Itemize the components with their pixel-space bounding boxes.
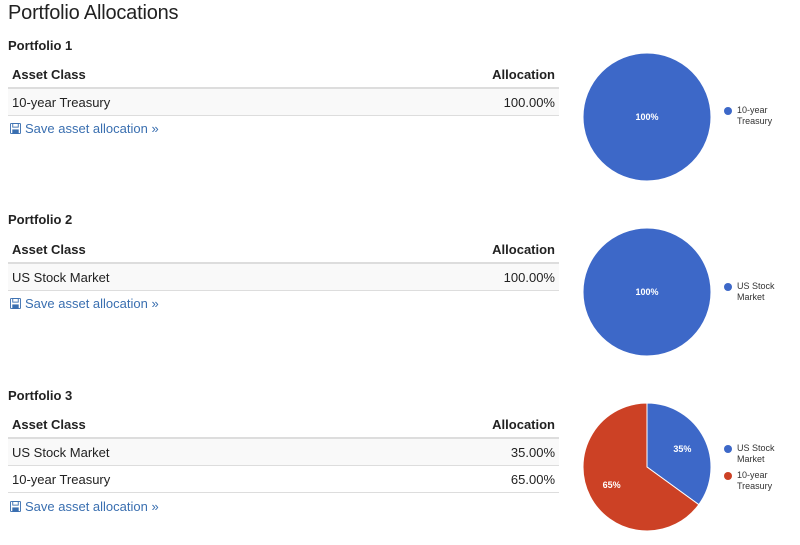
portfolio-1-pie-chart: 100% [582, 52, 712, 182]
portfolio-1-title: Portfolio 1 [8, 38, 73, 53]
allocation-cell: 35.00% [338, 438, 559, 466]
floppy-disk-icon [10, 298, 21, 309]
portfolio-2-table: Asset Class Allocation US Stock Market 1… [8, 236, 559, 291]
pie-slice [582, 52, 712, 182]
legend-label: 10-year Treasury [737, 105, 773, 126]
legend-swatch [724, 472, 732, 480]
legend-item: 10-year Treasury [724, 470, 785, 492]
portfolio-1-table: Asset Class Allocation 10-year Treasury … [8, 61, 559, 116]
pie-slice-label: 65% [603, 480, 621, 490]
save-link-label: Save asset allocation » [25, 296, 159, 311]
asset-class-header: Asset Class [8, 236, 338, 264]
floppy-disk-icon [10, 501, 21, 512]
table-row: US Stock Market 35.00% [8, 438, 559, 466]
asset-cell: 10-year Treasury [8, 465, 339, 493]
portfolio-2-title: Portfolio 2 [8, 212, 73, 227]
save-link-label: Save asset allocation » [25, 499, 159, 514]
legend-label: 10-year Treasury [737, 470, 773, 491]
portfolio-3-legend: US Stock Market 10-year Treasury [724, 443, 785, 497]
asset-cell: US Stock Market [8, 438, 339, 466]
legend-swatch [724, 107, 732, 115]
allocation-header: Allocation [338, 61, 559, 89]
floppy-disk-icon [10, 123, 21, 134]
portfolio-2-legend: US Stock Market [724, 281, 785, 308]
allocation-header: Allocation [338, 411, 559, 439]
save-allocation-link-2[interactable]: Save asset allocation » [10, 296, 159, 311]
table-row: 10-year Treasury 65.00% [8, 465, 559, 493]
pie-slice [582, 227, 712, 357]
portfolio-3-pie-chart: 35% 65% [582, 402, 712, 532]
page-title: Portfolio Allocations [8, 2, 179, 24]
pie-slice-label: 100% [635, 112, 658, 122]
asset-cell: US Stock Market [8, 263, 338, 291]
allocation-cell: 100.00% [338, 88, 559, 116]
save-allocation-link-1[interactable]: Save asset allocation » [10, 121, 159, 136]
legend-item: US Stock Market [724, 281, 785, 303]
legend-item: US Stock Market [724, 443, 785, 465]
save-link-label: Save asset allocation » [25, 121, 159, 136]
portfolio-2-pie-chart: 100% [582, 227, 712, 357]
pie-slice [582, 402, 700, 532]
asset-cell: 10-year Treasury [8, 88, 339, 116]
pie-slice-label: 100% [635, 287, 658, 297]
asset-class-header: Asset Class [8, 61, 339, 89]
allocation-cell: 65.00% [338, 465, 559, 493]
legend-label: US Stock Market [737, 443, 775, 464]
pie-slice [646, 402, 712, 506]
portfolio-3-title: Portfolio 3 [8, 388, 73, 403]
portfolio-3-table: Asset Class Allocation US Stock Market 3… [8, 411, 559, 493]
save-allocation-link-3[interactable]: Save asset allocation » [10, 499, 159, 514]
legend-swatch [724, 283, 732, 291]
pie-slice-label: 35% [673, 444, 691, 454]
legend-label: US Stock Market [737, 281, 775, 302]
table-row: US Stock Market 100.00% [8, 263, 559, 291]
asset-class-header: Asset Class [8, 411, 339, 439]
table-row: 10-year Treasury 100.00% [8, 88, 559, 116]
allocation-header: Allocation [337, 236, 559, 264]
legend-swatch [724, 445, 732, 453]
allocation-cell: 100.00% [337, 263, 559, 291]
portfolio-1-legend: 10-year Treasury [724, 105, 785, 132]
legend-item: 10-year Treasury [724, 105, 785, 127]
